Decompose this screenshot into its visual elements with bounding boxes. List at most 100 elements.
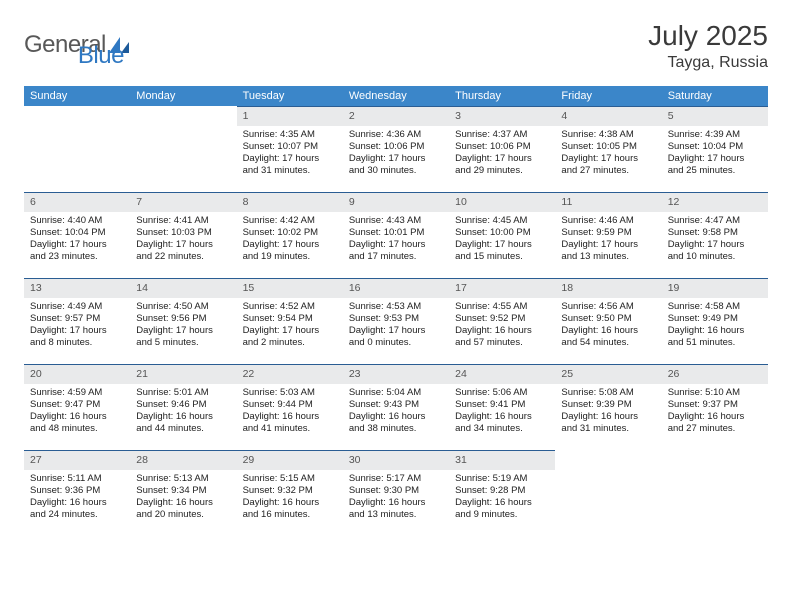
brand-logo: General Blue bbox=[24, 20, 124, 70]
sunset-text: Sunset: 9:32 PM bbox=[243, 485, 337, 497]
day-number: 23 bbox=[343, 364, 449, 384]
sunrise-text: Sunrise: 4:40 AM bbox=[30, 215, 124, 227]
daylight-text: Daylight: 16 hours and 13 minutes. bbox=[349, 497, 443, 521]
sunset-text: Sunset: 9:54 PM bbox=[243, 313, 337, 325]
daylight-text: Daylight: 16 hours and 20 minutes. bbox=[136, 497, 230, 521]
day-body: Sunrise: 4:53 AMSunset: 9:53 PMDaylight:… bbox=[343, 298, 449, 353]
sunset-text: Sunset: 10:03 PM bbox=[136, 227, 230, 239]
day-body: Sunrise: 5:01 AMSunset: 9:46 PMDaylight:… bbox=[130, 384, 236, 439]
daylight-text: Daylight: 17 hours and 27 minutes. bbox=[561, 153, 655, 177]
sunrise-text: Sunrise: 4:52 AM bbox=[243, 301, 337, 313]
calendar-cell: 28Sunrise: 5:13 AMSunset: 9:34 PMDayligh… bbox=[130, 450, 236, 536]
sunrise-text: Sunrise: 4:50 AM bbox=[136, 301, 230, 313]
day-body: Sunrise: 5:03 AMSunset: 9:44 PMDaylight:… bbox=[237, 384, 343, 439]
day-body: Sunrise: 4:47 AMSunset: 9:58 PMDaylight:… bbox=[662, 212, 768, 267]
day-number: 2 bbox=[343, 106, 449, 126]
daylight-text: Daylight: 16 hours and 54 minutes. bbox=[561, 325, 655, 349]
day-body: Sunrise: 4:43 AMSunset: 10:01 PMDaylight… bbox=[343, 212, 449, 267]
day-body: Sunrise: 4:45 AMSunset: 10:00 PMDaylight… bbox=[449, 212, 555, 267]
day-number: 31 bbox=[449, 450, 555, 470]
weekday-header: Monday bbox=[130, 86, 236, 106]
daylight-text: Daylight: 16 hours and 34 minutes. bbox=[455, 411, 549, 435]
calendar-cell: 3Sunrise: 4:37 AMSunset: 10:06 PMDayligh… bbox=[449, 106, 555, 192]
sunset-text: Sunset: 10:06 PM bbox=[455, 141, 549, 153]
sunset-text: Sunset: 10:06 PM bbox=[349, 141, 443, 153]
sunrise-text: Sunrise: 5:15 AM bbox=[243, 473, 337, 485]
sunrise-text: Sunrise: 5:19 AM bbox=[455, 473, 549, 485]
sunrise-text: Sunrise: 5:03 AM bbox=[243, 387, 337, 399]
daylight-text: Daylight: 17 hours and 2 minutes. bbox=[243, 325, 337, 349]
day-number: 12 bbox=[662, 192, 768, 212]
daylight-text: Daylight: 17 hours and 10 minutes. bbox=[668, 239, 762, 263]
day-number: 28 bbox=[130, 450, 236, 470]
sunset-text: Sunset: 10:01 PM bbox=[349, 227, 443, 239]
day-number: 5 bbox=[662, 106, 768, 126]
calendar-cell: 21Sunrise: 5:01 AMSunset: 9:46 PMDayligh… bbox=[130, 364, 236, 450]
calendar-cell bbox=[24, 106, 130, 192]
sunset-text: Sunset: 9:30 PM bbox=[349, 485, 443, 497]
weekday-header: Saturday bbox=[662, 86, 768, 106]
day-body: Sunrise: 5:13 AMSunset: 9:34 PMDaylight:… bbox=[130, 470, 236, 525]
sunrise-text: Sunrise: 4:47 AM bbox=[668, 215, 762, 227]
day-body: Sunrise: 4:42 AMSunset: 10:02 PMDaylight… bbox=[237, 212, 343, 267]
calendar-cell: 2Sunrise: 4:36 AMSunset: 10:06 PMDayligh… bbox=[343, 106, 449, 192]
calendar-cell: 30Sunrise: 5:17 AMSunset: 9:30 PMDayligh… bbox=[343, 450, 449, 536]
daylight-text: Daylight: 17 hours and 31 minutes. bbox=[243, 153, 337, 177]
daylight-text: Daylight: 17 hours and 8 minutes. bbox=[30, 325, 124, 349]
sunset-text: Sunset: 9:28 PM bbox=[455, 485, 549, 497]
calendar-cell: 19Sunrise: 4:58 AMSunset: 9:49 PMDayligh… bbox=[662, 278, 768, 364]
day-body: Sunrise: 4:36 AMSunset: 10:06 PMDaylight… bbox=[343, 126, 449, 181]
day-body: Sunrise: 4:46 AMSunset: 9:59 PMDaylight:… bbox=[555, 212, 661, 267]
sunset-text: Sunset: 10:00 PM bbox=[455, 227, 549, 239]
sunset-text: Sunset: 9:52 PM bbox=[455, 313, 549, 325]
calendar-table: Sunday Monday Tuesday Wednesday Thursday… bbox=[24, 86, 768, 536]
day-number: 19 bbox=[662, 278, 768, 298]
calendar-cell: 11Sunrise: 4:46 AMSunset: 9:59 PMDayligh… bbox=[555, 192, 661, 278]
weekday-header: Sunday bbox=[24, 86, 130, 106]
calendar-week-row: 13Sunrise: 4:49 AMSunset: 9:57 PMDayligh… bbox=[24, 278, 768, 364]
day-number: 7 bbox=[130, 192, 236, 212]
daylight-text: Daylight: 17 hours and 5 minutes. bbox=[136, 325, 230, 349]
daylight-text: Daylight: 17 hours and 22 minutes. bbox=[136, 239, 230, 263]
weekday-header: Wednesday bbox=[343, 86, 449, 106]
calendar-cell: 22Sunrise: 5:03 AMSunset: 9:44 PMDayligh… bbox=[237, 364, 343, 450]
day-body: Sunrise: 4:41 AMSunset: 10:03 PMDaylight… bbox=[130, 212, 236, 267]
day-number: 15 bbox=[237, 278, 343, 298]
sunset-text: Sunset: 9:41 PM bbox=[455, 399, 549, 411]
sunset-text: Sunset: 9:53 PM bbox=[349, 313, 443, 325]
day-body: Sunrise: 4:37 AMSunset: 10:06 PMDaylight… bbox=[449, 126, 555, 181]
sunset-text: Sunset: 9:49 PM bbox=[668, 313, 762, 325]
day-number: 16 bbox=[343, 278, 449, 298]
calendar-cell: 20Sunrise: 4:59 AMSunset: 9:47 PMDayligh… bbox=[24, 364, 130, 450]
sunrise-text: Sunrise: 4:38 AM bbox=[561, 129, 655, 141]
sunrise-text: Sunrise: 4:35 AM bbox=[243, 129, 337, 141]
daylight-text: Daylight: 16 hours and 44 minutes. bbox=[136, 411, 230, 435]
sunrise-text: Sunrise: 4:58 AM bbox=[668, 301, 762, 313]
day-body: Sunrise: 4:50 AMSunset: 9:56 PMDaylight:… bbox=[130, 298, 236, 353]
calendar-cell: 7Sunrise: 4:41 AMSunset: 10:03 PMDayligh… bbox=[130, 192, 236, 278]
header: General Blue July 2025 Tayga, Russia bbox=[24, 20, 768, 72]
day-number: 24 bbox=[449, 364, 555, 384]
sunrise-text: Sunrise: 5:01 AM bbox=[136, 387, 230, 399]
sunrise-text: Sunrise: 4:53 AM bbox=[349, 301, 443, 313]
calendar-cell: 10Sunrise: 4:45 AMSunset: 10:00 PMDaylig… bbox=[449, 192, 555, 278]
brand-name-2: Blue bbox=[78, 42, 124, 70]
day-number: 21 bbox=[130, 364, 236, 384]
day-body: Sunrise: 5:11 AMSunset: 9:36 PMDaylight:… bbox=[24, 470, 130, 525]
sunset-text: Sunset: 10:05 PM bbox=[561, 141, 655, 153]
sunset-text: Sunset: 9:37 PM bbox=[668, 399, 762, 411]
sunrise-text: Sunrise: 5:06 AM bbox=[455, 387, 549, 399]
day-body: Sunrise: 5:04 AMSunset: 9:43 PMDaylight:… bbox=[343, 384, 449, 439]
sunrise-text: Sunrise: 5:04 AM bbox=[349, 387, 443, 399]
daylight-text: Daylight: 17 hours and 0 minutes. bbox=[349, 325, 443, 349]
sunset-text: Sunset: 10:07 PM bbox=[243, 141, 337, 153]
sunrise-text: Sunrise: 4:39 AM bbox=[668, 129, 762, 141]
daylight-text: Daylight: 16 hours and 9 minutes. bbox=[455, 497, 549, 521]
sunrise-text: Sunrise: 4:45 AM bbox=[455, 215, 549, 227]
calendar-cell: 14Sunrise: 4:50 AMSunset: 9:56 PMDayligh… bbox=[130, 278, 236, 364]
sunset-text: Sunset: 9:34 PM bbox=[136, 485, 230, 497]
sunset-text: Sunset: 9:47 PM bbox=[30, 399, 124, 411]
daylight-text: Daylight: 17 hours and 13 minutes. bbox=[561, 239, 655, 263]
title-block: July 2025 Tayga, Russia bbox=[648, 20, 768, 72]
day-body: Sunrise: 4:52 AMSunset: 9:54 PMDaylight:… bbox=[237, 298, 343, 353]
